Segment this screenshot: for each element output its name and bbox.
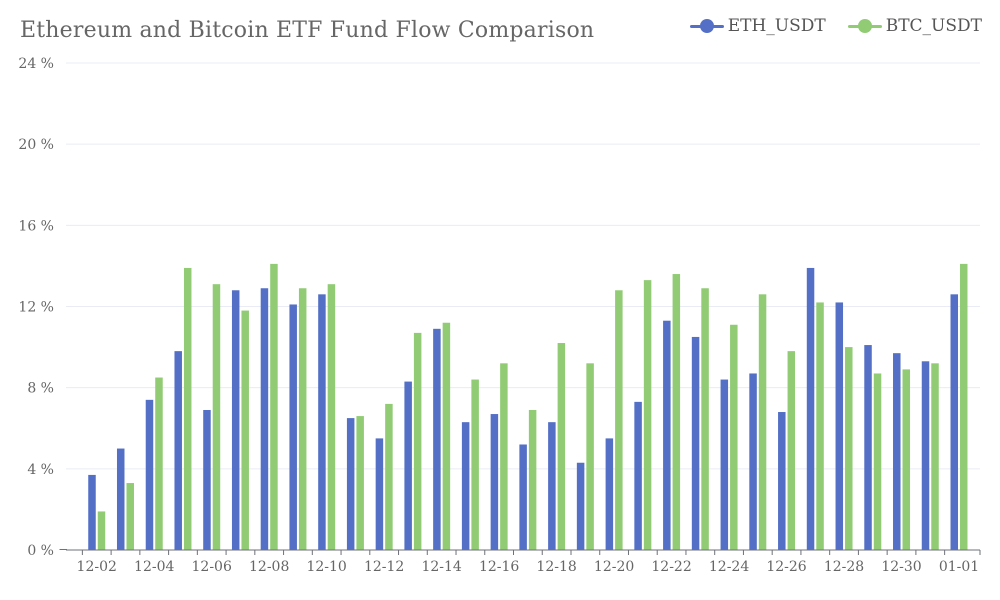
bar-eth-usdt <box>663 320 671 550</box>
bar-eth-usdt <box>835 302 844 550</box>
legend-item-eth[interactable]: ETH_USDT <box>689 16 826 36</box>
bar-btc-usdt <box>270 263 278 550</box>
y-tick-label: 0 % <box>27 543 54 559</box>
bar-eth-usdt <box>778 412 786 550</box>
legend-label-btc: BTC_USDT <box>885 16 982 36</box>
bar-eth-usdt <box>260 288 269 550</box>
bar-btc-usdt <box>643 280 652 550</box>
bar-btc-usdt <box>787 351 796 550</box>
bar-eth-usdt <box>720 379 729 550</box>
legend-swatch-btc-icon <box>847 19 882 33</box>
bar-btc-usdt <box>442 322 451 550</box>
bar-eth-usdt <box>576 462 585 550</box>
bar-btc-usdt <box>586 363 594 550</box>
x-tick-label: 12-10 <box>306 559 346 575</box>
bar-btc-usdt <box>845 347 853 550</box>
bar-eth-usdt <box>404 381 412 550</box>
y-tick-label: 8 % <box>27 381 54 397</box>
x-tick-label: 12-02 <box>77 559 117 575</box>
y-tick-label: 12 % <box>18 300 54 316</box>
x-tick-label: 12-26 <box>766 559 806 575</box>
bar-eth-usdt <box>203 409 211 550</box>
y-tick-label: 24 % <box>18 56 54 72</box>
legend: ETH_USDT BTC_USDT <box>689 16 982 36</box>
chart-title: Ethereum and Bitcoin ETF Fund Flow Compa… <box>20 18 595 43</box>
bar-eth-usdt <box>950 294 959 550</box>
x-tick-label: 12-30 <box>881 559 921 575</box>
bar-btc-usdt <box>960 263 968 550</box>
y-tick-label: 16 % <box>18 218 54 234</box>
bar-btc-usdt <box>241 310 249 550</box>
bar-eth-usdt <box>375 438 384 550</box>
legend-swatch-eth-icon <box>689 19 724 33</box>
bar-eth-usdt <box>346 418 355 550</box>
bar-btc-usdt <box>758 294 767 550</box>
bar-eth-usdt <box>893 353 901 550</box>
x-tick-label: 01-01 <box>939 559 979 575</box>
bar-eth-usdt <box>145 399 154 550</box>
bar-eth-usdt <box>59 548 67 550</box>
bar-eth-usdt <box>605 438 614 550</box>
bar-btc-usdt <box>155 377 163 550</box>
bar-btc-usdt <box>471 379 479 550</box>
bar-eth-usdt <box>691 336 700 550</box>
x-tick-label: 12-24 <box>709 559 749 575</box>
bar-btc-usdt <box>212 284 221 550</box>
bar-btc-usdt <box>931 363 939 550</box>
x-tick-label: 12-20 <box>594 559 634 575</box>
bar-btc-usdt <box>672 274 681 550</box>
y-tick-label: 4 % <box>27 462 54 478</box>
x-tick-label: 12-12 <box>364 559 404 575</box>
bar-btc-usdt <box>615 290 623 550</box>
x-tick-label: 12-08 <box>249 559 289 575</box>
x-tick-label: 12-22 <box>651 559 691 575</box>
x-tick-label: 12-18 <box>536 559 576 575</box>
bar-btc-usdt <box>528 409 537 550</box>
bar-btc-usdt <box>873 373 882 550</box>
bar-btc-usdt <box>183 267 192 550</box>
bar-eth-usdt <box>318 294 326 550</box>
bar-btc-usdt <box>557 343 566 550</box>
bar-eth-usdt <box>548 422 556 550</box>
bar-eth-usdt <box>174 351 182 550</box>
bar-btc-usdt <box>902 369 911 550</box>
bar-eth-usdt <box>634 401 642 550</box>
bar-eth-usdt <box>806 267 815 550</box>
bar-btc-usdt <box>701 288 709 550</box>
bar-eth-usdt <box>88 474 96 550</box>
bar-eth-usdt <box>231 290 240 550</box>
bar-btc-usdt <box>385 403 393 550</box>
legend-item-btc[interactable]: BTC_USDT <box>847 16 982 36</box>
x-tick-label: 12-14 <box>421 559 461 575</box>
bar-btc-usdt <box>298 288 307 550</box>
bar-eth-usdt <box>461 422 470 550</box>
bar-eth-usdt <box>116 448 125 550</box>
bar-btc-usdt <box>816 302 824 550</box>
bar-btc-usdt <box>356 416 364 550</box>
bar-btc-usdt <box>730 324 738 550</box>
bar-eth-usdt <box>921 361 930 550</box>
bar-btc-usdt <box>97 511 106 550</box>
bar-btc-usdt <box>327 284 336 550</box>
legend-label-eth: ETH_USDT <box>727 16 826 36</box>
y-tick-label: 20 % <box>18 137 54 153</box>
x-tick-label: 12-28 <box>824 559 864 575</box>
bar-eth-usdt <box>519 444 527 550</box>
bar-eth-usdt <box>490 414 499 550</box>
bar-btc-usdt <box>500 363 508 550</box>
bar-btc-usdt <box>126 483 134 550</box>
bar-btc-usdt <box>413 332 422 550</box>
bar-eth-usdt <box>289 304 297 550</box>
bar-eth-usdt <box>433 328 441 550</box>
bar-eth-usdt <box>749 373 757 550</box>
bar-eth-usdt <box>864 345 872 550</box>
x-tick-label: 12-06 <box>192 559 232 575</box>
x-tick-label: 12-04 <box>134 559 174 575</box>
x-tick-label: 12-16 <box>479 559 519 575</box>
